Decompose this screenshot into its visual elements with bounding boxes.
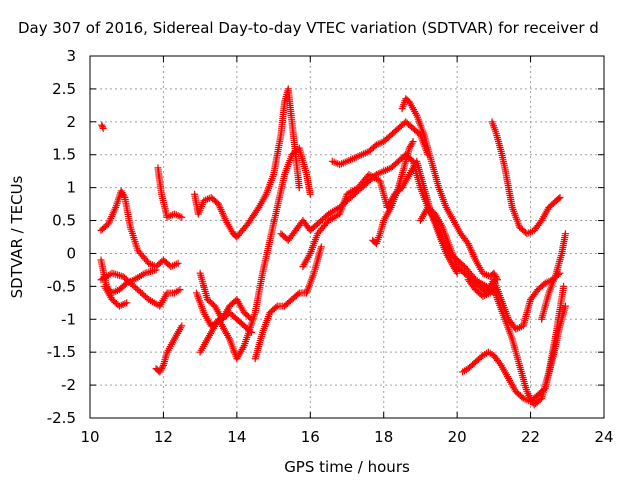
x-tick-label: 22 bbox=[521, 428, 540, 446]
data-point bbox=[159, 363, 167, 371]
data-point bbox=[152, 266, 160, 274]
chart-title: Day 307 of 2016, Sidereal Day-to-day VTE… bbox=[18, 19, 599, 37]
data-point bbox=[119, 300, 127, 308]
data-point bbox=[178, 322, 186, 330]
data-point bbox=[516, 324, 524, 331]
data-point bbox=[408, 139, 416, 147]
y-tick-label: 0 bbox=[66, 244, 76, 262]
data-point bbox=[560, 282, 568, 290]
data-point bbox=[254, 205, 262, 213]
y-tick-label: 0.5 bbox=[52, 212, 76, 230]
data-point bbox=[317, 243, 325, 251]
y-tick-label: 1.5 bbox=[52, 146, 76, 164]
data-point bbox=[561, 230, 569, 238]
data-point bbox=[248, 315, 256, 323]
axis-ticks bbox=[89, 55, 605, 419]
x-tick-label: 16 bbox=[301, 428, 320, 446]
y-tick-label: 1 bbox=[66, 179, 76, 197]
x-tick-label: 18 bbox=[374, 428, 393, 446]
x-tick-label: 20 bbox=[448, 428, 467, 446]
x-tick-labels: 10 12 14 16 18 20 22 24 bbox=[80, 428, 613, 446]
data-point bbox=[176, 286, 184, 294]
data-point bbox=[98, 123, 106, 131]
data-point bbox=[174, 259, 182, 267]
data-point bbox=[561, 302, 569, 310]
data-point bbox=[452, 268, 460, 276]
x-tick-label: 10 bbox=[80, 428, 99, 446]
data-point bbox=[409, 138, 417, 146]
y-tick-label: -2.5 bbox=[47, 409, 76, 427]
x-tick-label: 24 bbox=[594, 428, 613, 446]
y-tick-label: -1.5 bbox=[47, 343, 76, 361]
data-point bbox=[170, 261, 178, 269]
data-point bbox=[123, 299, 131, 307]
data-point bbox=[555, 195, 563, 203]
data-point bbox=[272, 303, 280, 311]
y-tick-label: -1 bbox=[61, 310, 76, 328]
x-axis-label: GPS time / hours bbox=[284, 458, 410, 476]
y-tick-labels: -2.5 -2 -1.5 -1 -0.5 0 0.5 1 1.5 2 2.5 3 bbox=[47, 47, 76, 427]
data-point bbox=[527, 228, 535, 236]
x-tick-label: 14 bbox=[227, 428, 246, 446]
grid-lines bbox=[90, 56, 604, 418]
data-point bbox=[294, 290, 302, 298]
y-tick-label: 2.5 bbox=[52, 80, 76, 98]
y-tick-label: -2 bbox=[61, 376, 76, 394]
y-tick-label: 2 bbox=[66, 113, 76, 131]
data-point bbox=[295, 184, 303, 192]
data-point bbox=[99, 124, 107, 132]
data-point bbox=[98, 121, 106, 129]
data-point bbox=[306, 190, 314, 198]
x-tick-label: 12 bbox=[154, 428, 173, 446]
data-point bbox=[332, 159, 340, 167]
data-point bbox=[453, 269, 461, 277]
data-point bbox=[174, 212, 182, 220]
data-point bbox=[496, 360, 504, 368]
data-point bbox=[246, 314, 254, 322]
y-tick-label: 3 bbox=[66, 47, 76, 65]
data-point bbox=[178, 213, 186, 221]
plot-frame bbox=[89, 55, 605, 419]
data-point bbox=[536, 218, 544, 226]
data-point bbox=[120, 192, 128, 200]
data-point bbox=[556, 194, 564, 202]
y-tick-label: -0.5 bbox=[47, 277, 76, 295]
data-points bbox=[97, 85, 569, 409]
y-axis-label: SDTVAR / TECUs bbox=[8, 175, 26, 298]
